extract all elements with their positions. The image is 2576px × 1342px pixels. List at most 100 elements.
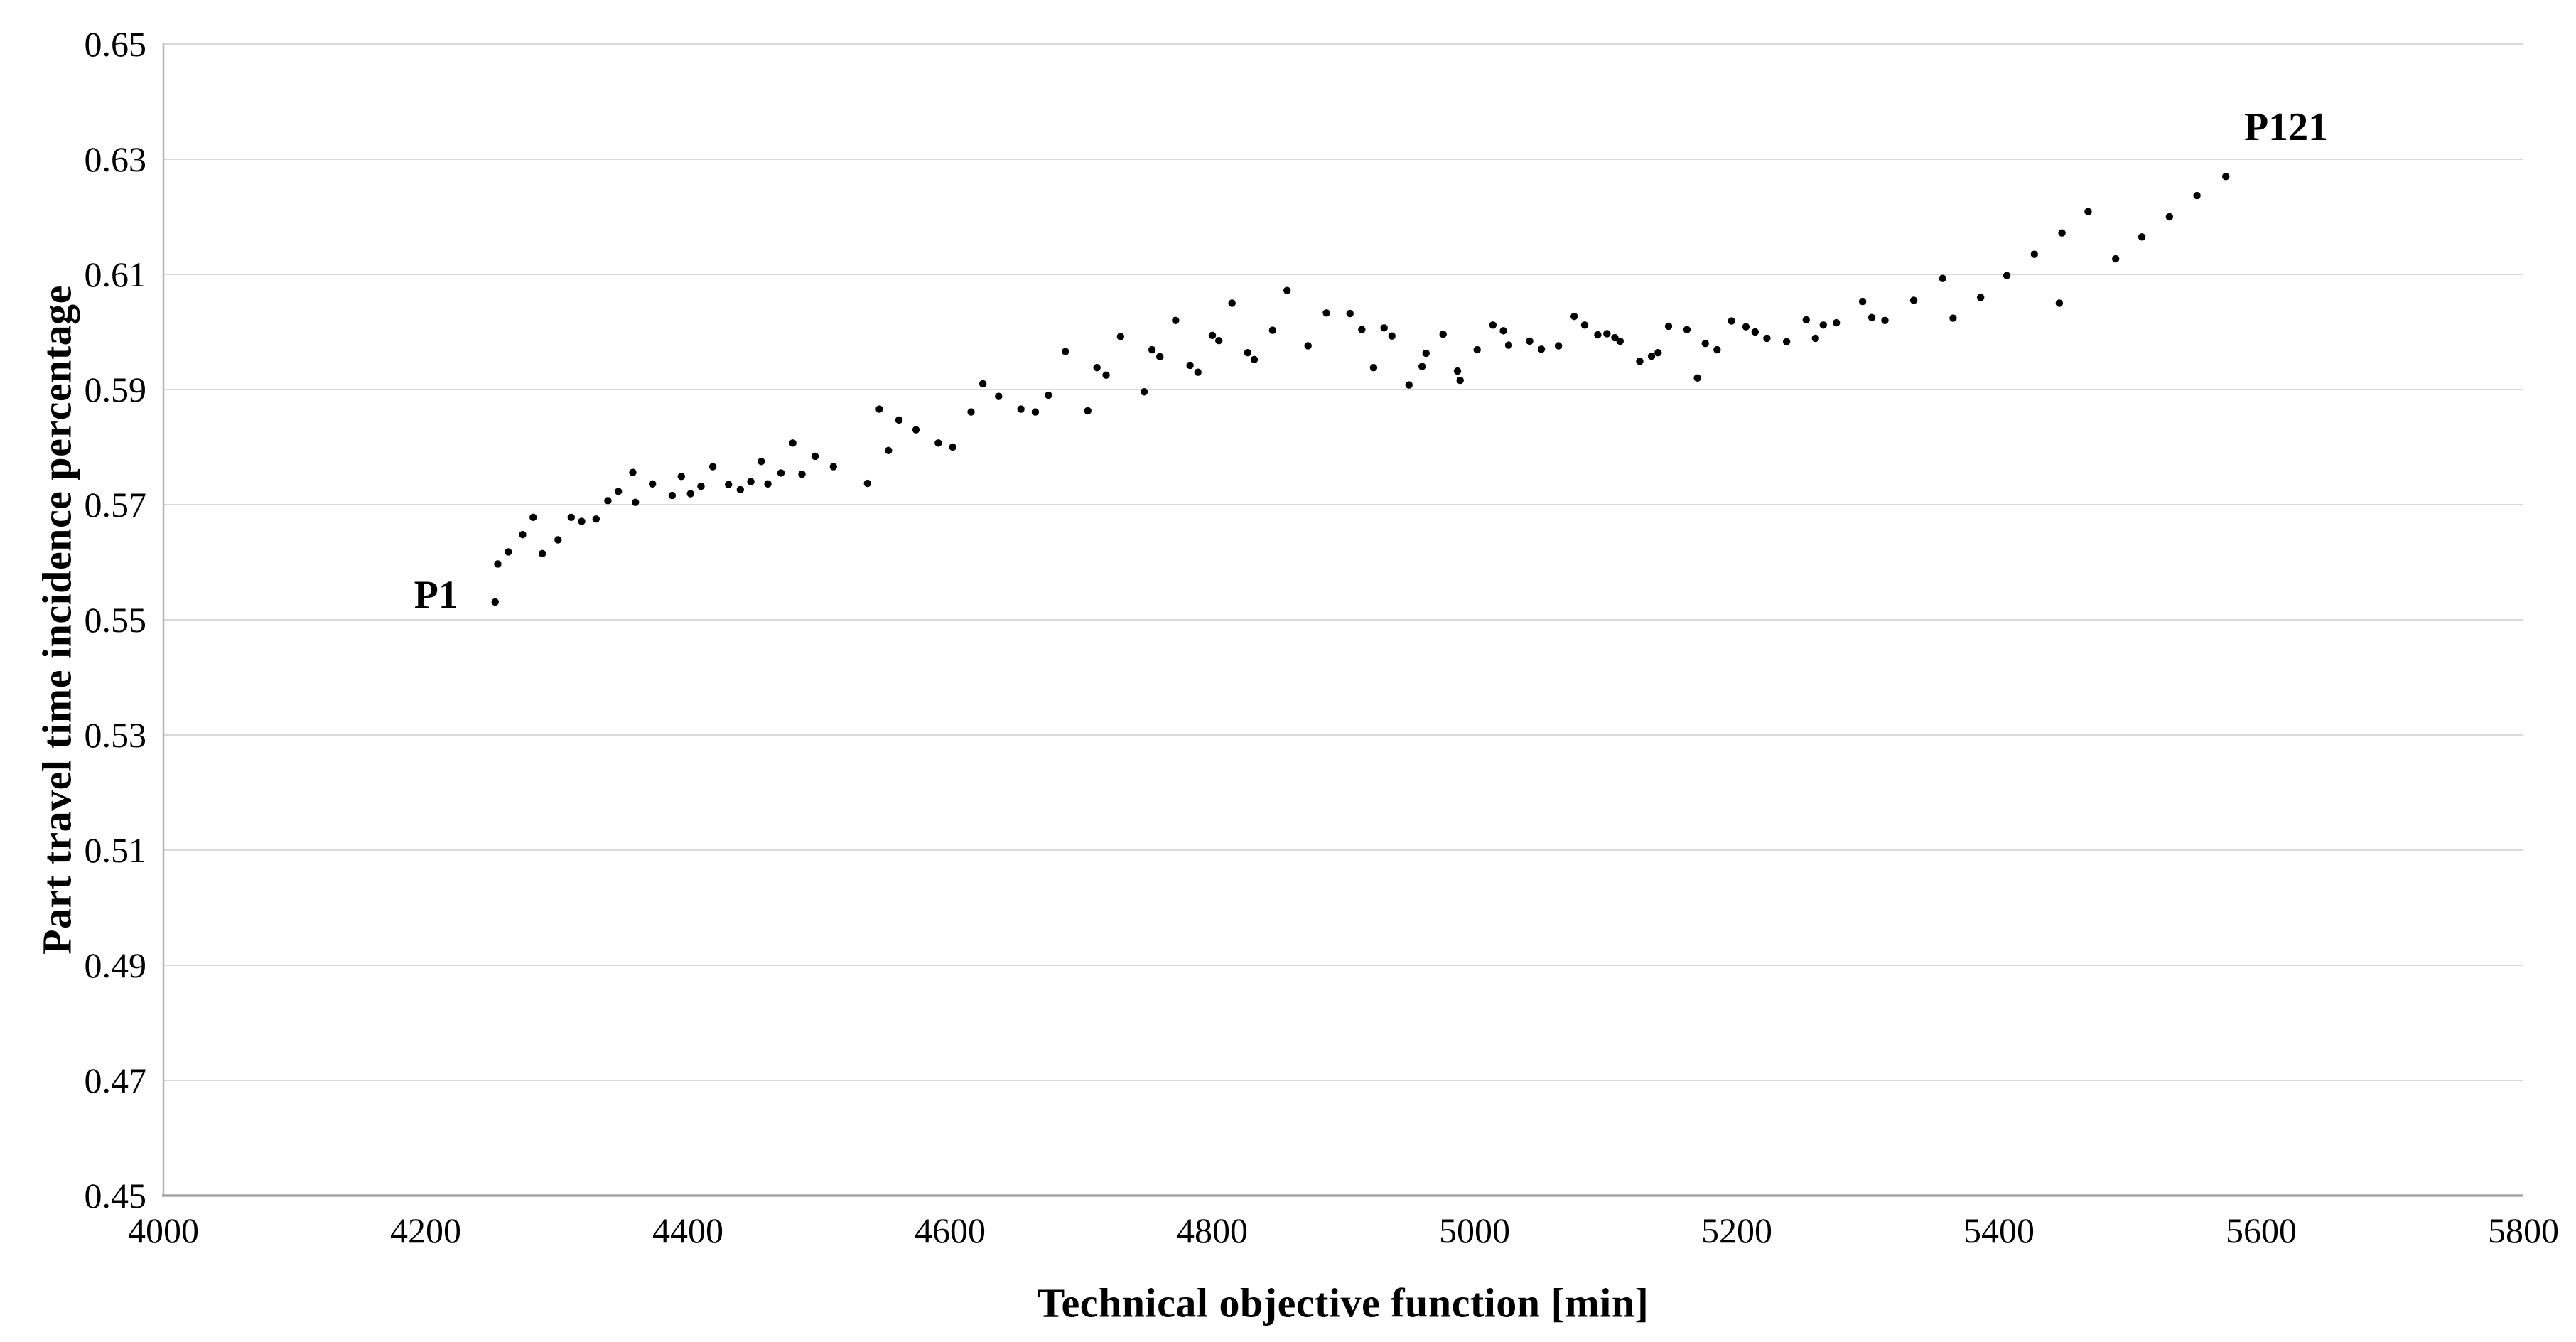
x-tick-label: 4800 [1177, 1211, 1248, 1250]
data-point [1156, 353, 1164, 361]
data-point [1949, 314, 1957, 322]
data-point [1939, 274, 1946, 282]
data-point [686, 490, 694, 498]
data-point [1683, 326, 1691, 333]
y-tick-label: 0.59 [85, 370, 147, 409]
data-point [1031, 408, 1040, 416]
data-point [811, 452, 819, 461]
data-point [1418, 363, 1426, 370]
data-point [1976, 294, 1985, 301]
data-point [758, 458, 765, 466]
data-point [2138, 233, 2146, 241]
data-point [1148, 345, 1156, 354]
data-point [1751, 328, 1759, 336]
y-tick-label: 0.49 [85, 945, 147, 985]
data-point [2193, 191, 2201, 200]
x-tick-label: 4600 [915, 1211, 986, 1250]
data-point [1439, 331, 1447, 338]
data-point [1405, 381, 1413, 389]
data-point [863, 479, 871, 488]
data-point [1611, 333, 1619, 342]
data-point [2058, 229, 2066, 237]
data-point [567, 513, 575, 522]
data-point [1228, 299, 1236, 307]
data-point [1388, 332, 1396, 340]
data-point [1636, 358, 1644, 365]
data-point [829, 463, 837, 471]
data-point [1093, 364, 1101, 372]
x-axis-title: Technical objective function [min] [1037, 1279, 1649, 1326]
data-point [505, 548, 512, 556]
data-point [1140, 388, 1148, 396]
data-point [648, 480, 657, 488]
data-point [1909, 296, 1918, 304]
data-point [1554, 342, 1563, 350]
data-point [578, 517, 586, 525]
data-point [615, 488, 623, 495]
x-tick-label: 5800 [2488, 1211, 2559, 1250]
data-point [2165, 213, 2174, 221]
data-point [1322, 309, 1330, 317]
data-point [1116, 333, 1125, 340]
data-point [1819, 321, 1827, 329]
data-point [1283, 286, 1291, 294]
annotation-p1: P1 [414, 573, 458, 617]
data-point [632, 498, 640, 506]
data-point [1858, 297, 1867, 306]
data-point [1194, 368, 1202, 376]
data-point [491, 598, 499, 606]
x-tick-label: 4200 [390, 1211, 461, 1250]
data-point [736, 485, 745, 494]
data-point [629, 468, 637, 476]
data-point [1244, 348, 1252, 357]
data-point [1499, 327, 1507, 335]
data-point [1250, 355, 1259, 364]
y-tick-label: 0.51 [85, 830, 147, 870]
data-point [1102, 371, 1110, 379]
data-point [1603, 330, 1611, 338]
y-tick-label: 0.55 [85, 600, 147, 640]
data-point [2055, 299, 2064, 307]
data-point [912, 426, 920, 434]
data-point [1473, 345, 1481, 354]
y-tick-label: 0.47 [85, 1061, 147, 1100]
y-tick-label: 0.65 [85, 24, 147, 64]
data-point [798, 470, 806, 478]
data-point [1304, 342, 1312, 350]
data-point [1811, 334, 1819, 343]
data-point [1570, 312, 1578, 321]
data-point [1868, 313, 1876, 321]
data-point [2221, 173, 2230, 181]
data-point [2084, 208, 2092, 215]
y-axis-title: Part travel time incidence percentage [33, 285, 80, 955]
data-point [1782, 338, 1791, 345]
data-point [747, 478, 755, 485]
data-point [519, 530, 527, 539]
data-point [1489, 321, 1497, 329]
data-point [1045, 391, 1052, 399]
data-point [554, 536, 562, 544]
data-point [1833, 318, 1841, 327]
y-tick-label: 0.57 [85, 485, 147, 525]
data-point [1664, 322, 1673, 331]
data-point [1504, 341, 1513, 349]
x-tick-label: 4000 [128, 1211, 199, 1250]
data-point [1268, 326, 1277, 334]
data-point [934, 439, 942, 447]
data-point [1647, 352, 1656, 360]
data-point [995, 392, 1003, 400]
data-point [2030, 250, 2039, 258]
data-point [1537, 345, 1546, 353]
data-point [875, 405, 883, 413]
y-tick-label: 0.63 [85, 139, 147, 179]
data-point [1742, 323, 1750, 331]
data-point [1062, 348, 1069, 355]
data-point [539, 549, 546, 558]
data-point [949, 443, 956, 451]
x-tick-label: 5200 [1701, 1211, 1772, 1250]
data-point [1453, 367, 1462, 375]
data-point [1208, 331, 1217, 340]
data-point [1369, 364, 1378, 372]
data-point [1358, 326, 1366, 333]
